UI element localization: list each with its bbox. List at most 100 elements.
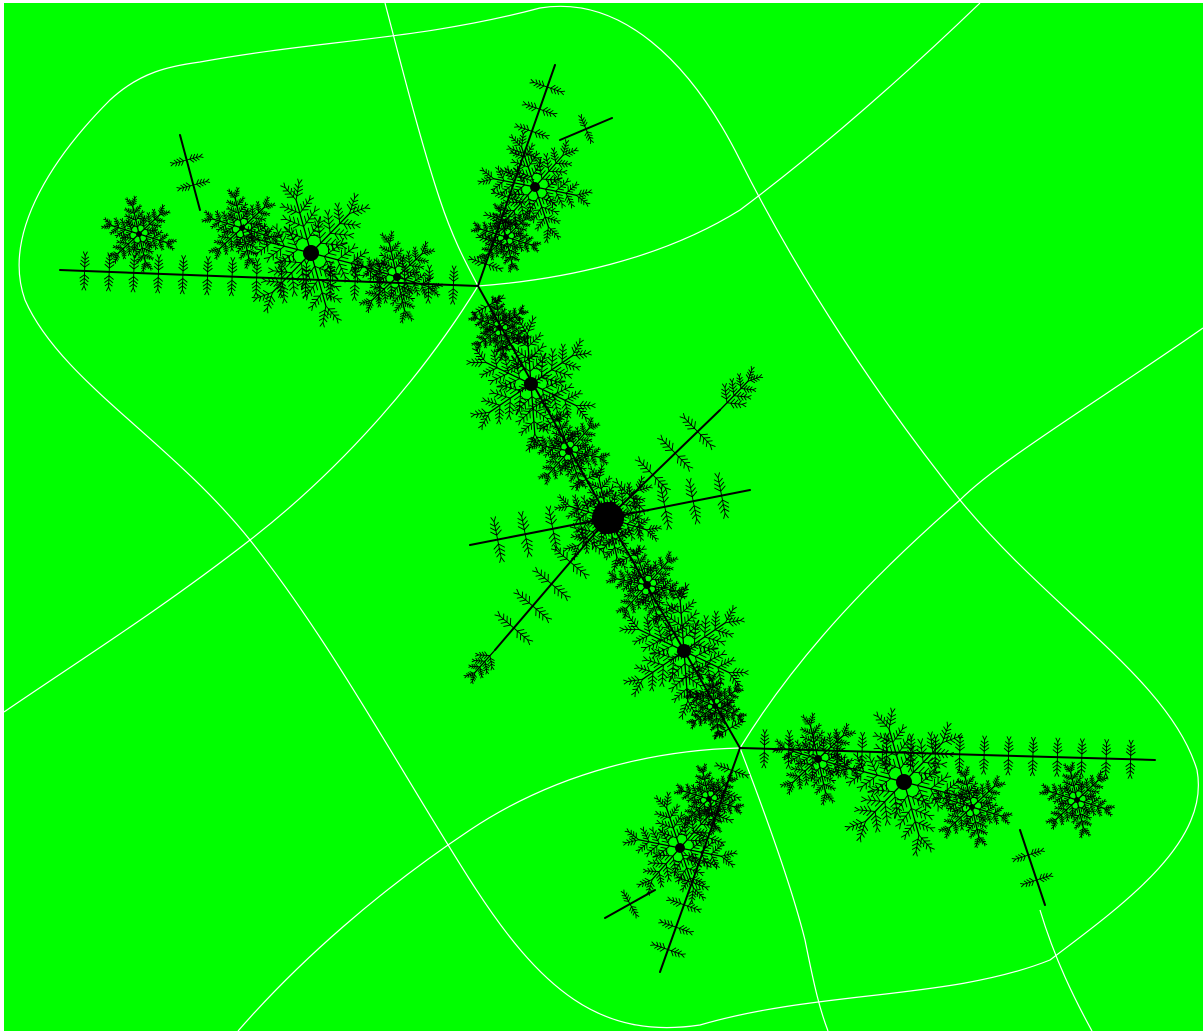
dendrite-branch <box>583 501 589 505</box>
dendrite-branch <box>567 414 572 419</box>
dendrite-branch <box>511 320 514 325</box>
dendrite-branch <box>727 706 729 711</box>
dendrite-branch <box>477 306 484 310</box>
dendrite-branch <box>487 328 489 333</box>
dendrite-branch <box>485 341 488 345</box>
dendrite-branch <box>567 515 571 520</box>
dendrite-branch <box>356 263 362 265</box>
dendrite-branch <box>559 499 564 502</box>
dendrite-branch <box>587 423 590 427</box>
dendrite-branch <box>478 357 483 363</box>
dendrite-branch <box>509 334 513 338</box>
dendrite-branch <box>555 430 558 435</box>
dendrite-branch <box>482 370 488 374</box>
dendrite-branch <box>482 316 485 320</box>
dendrite-branch <box>570 396 577 400</box>
dendrite-branch <box>487 318 491 322</box>
dendrite-branch <box>554 443 560 445</box>
dendrite-branch <box>651 528 656 533</box>
dendrite-branch <box>478 337 481 340</box>
dendrite-branch <box>550 384 557 389</box>
dendrite-branch <box>571 543 577 547</box>
dendrite-branch <box>685 627 687 636</box>
dendrite-branch <box>648 602 651 608</box>
dendrite-branch <box>545 429 549 434</box>
dendrite-branch <box>560 501 566 504</box>
dendrite-branch <box>501 354 504 358</box>
dendrite-branch <box>654 593 657 599</box>
dendrite-branch <box>553 458 558 463</box>
dendrite-branch <box>526 342 530 345</box>
dendrite-branch <box>552 471 556 475</box>
dendrite-branch <box>556 424 559 429</box>
dendrite-branch <box>546 386 554 391</box>
dendrite-branch <box>520 398 529 401</box>
dendrite-branch <box>571 553 576 556</box>
dendrite-branch <box>573 519 579 521</box>
dendrite-branch <box>548 442 553 444</box>
dendrite-branch <box>551 439 554 444</box>
dendrite-branch <box>592 433 596 436</box>
dendrite-branch <box>590 444 594 448</box>
dendrite-branch <box>499 353 503 355</box>
dendrite-branch <box>572 436 576 441</box>
dendrite-branch <box>546 379 549 388</box>
dendrite-branch <box>664 594 669 596</box>
dendrite-branch <box>621 529 624 536</box>
dendrite-branch <box>611 568 615 572</box>
dendrite-branch <box>566 410 572 414</box>
dendrite-branch <box>553 461 558 466</box>
dendrite-branch <box>548 353 553 358</box>
dendrite-branch <box>624 615 626 620</box>
dendrite-branch <box>480 304 487 308</box>
dendrite-branch <box>638 524 644 527</box>
dendrite-branch <box>511 366 519 370</box>
dendrite-branch <box>492 337 496 341</box>
dendrite-branch <box>602 452 605 457</box>
dendrite-branch <box>643 598 647 602</box>
dendrite-branch <box>605 489 608 494</box>
dendrite-branch <box>657 527 662 530</box>
dendrite-branch <box>622 550 624 555</box>
dendrite-branch <box>543 356 550 360</box>
dendrite-branch <box>656 584 662 586</box>
dendrite-branch <box>536 439 540 446</box>
dendrite-branch <box>515 419 522 423</box>
dendrite-branch <box>549 455 554 458</box>
dendrite-branch <box>562 438 565 444</box>
dendrite-branch <box>500 294 504 299</box>
dendrite-branch <box>491 403 497 408</box>
dendrite-branch <box>553 451 558 454</box>
dendrite-branch <box>523 410 531 413</box>
dendrite-branch <box>665 584 670 586</box>
dendrite-branch <box>502 339 507 342</box>
dendrite-branch <box>495 373 502 378</box>
dendrite-branch <box>555 440 560 444</box>
dendrite-branch <box>527 334 530 338</box>
dendrite-branch <box>706 704 708 709</box>
dendrite-branch <box>606 555 608 561</box>
dendrite-branch <box>504 410 510 414</box>
dendrite-branch <box>558 507 562 512</box>
dendrite-branch <box>491 326 493 331</box>
dendrite-branch <box>576 441 581 446</box>
dendrite-branch <box>501 362 508 366</box>
dendrite-branch <box>560 431 563 437</box>
dendrite-branch <box>475 413 480 419</box>
dendrite-branch <box>580 436 585 441</box>
dendrite-branch <box>608 477 613 481</box>
dendrite-branch <box>593 537 599 542</box>
dendrite-branch <box>585 433 589 438</box>
dendrite-branch <box>480 326 483 330</box>
dendrite-branch <box>353 192 356 199</box>
dendrite-branch <box>554 507 559 511</box>
dendrite-branch <box>511 370 520 375</box>
dendrite-branch <box>732 709 735 713</box>
dendrite-branch <box>536 358 538 366</box>
dendrite-branch <box>540 342 544 349</box>
dendrite-branch <box>655 619 658 623</box>
dendrite-branch <box>619 549 622 555</box>
dendrite-branch <box>608 553 611 558</box>
dendrite-branch <box>592 423 595 428</box>
dendrite-branch <box>589 523 594 528</box>
